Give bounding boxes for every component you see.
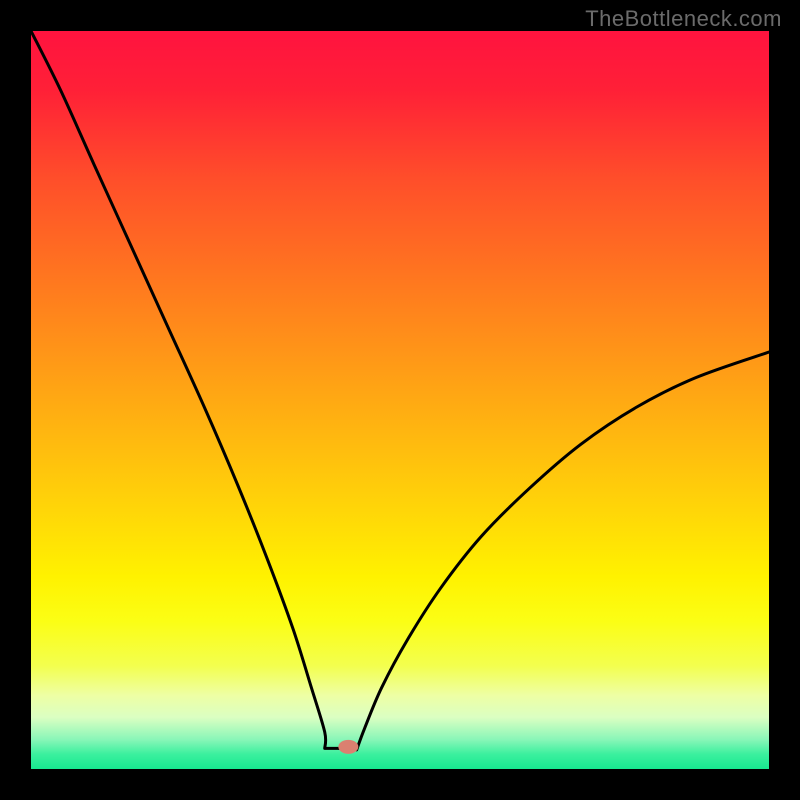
plot-background xyxy=(31,31,769,769)
optimal-point-marker xyxy=(338,740,358,754)
watermark-text: TheBottleneck.com xyxy=(585,6,782,32)
bottleneck-chart xyxy=(31,31,769,769)
